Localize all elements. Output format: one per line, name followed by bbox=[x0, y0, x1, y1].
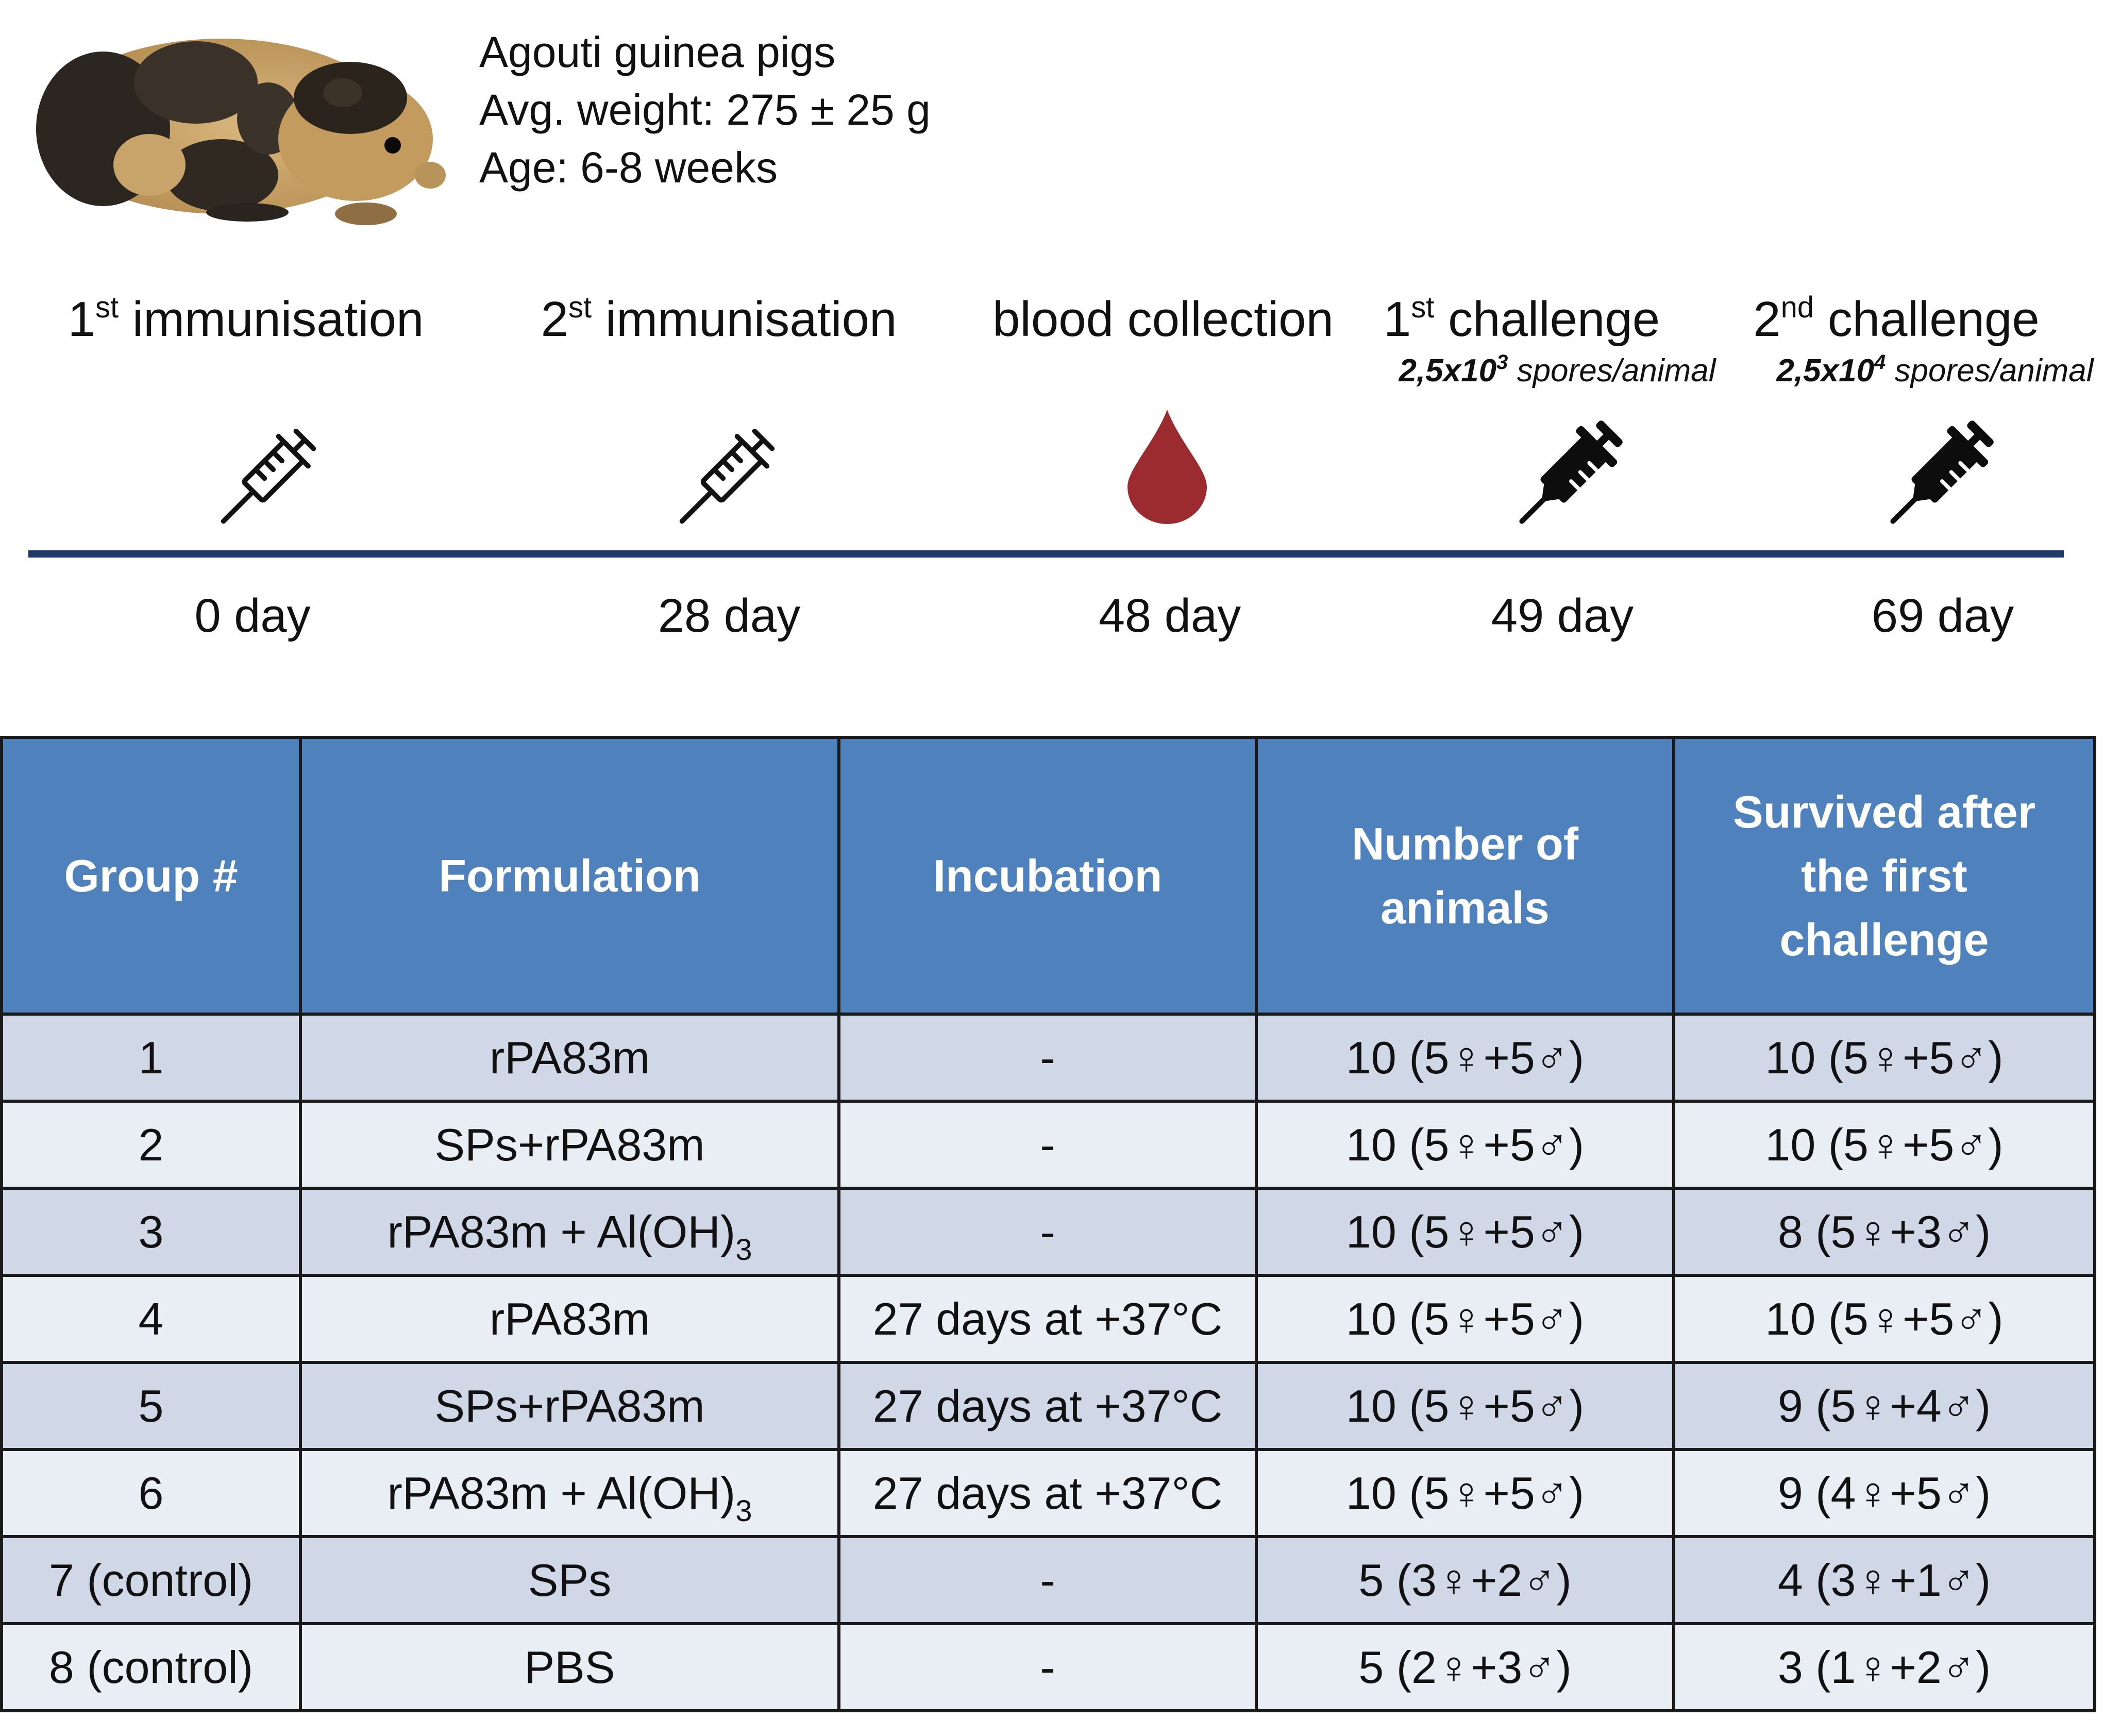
cell-incubation: - bbox=[837, 1535, 1258, 1625]
cell-incubation: 27 days at +37°C bbox=[837, 1448, 1258, 1538]
cell-formulation: SPs+rPA83m bbox=[299, 1100, 840, 1190]
table-header-row: Group # Formulation Incubation Number of… bbox=[0, 736, 2096, 1016]
syringe-outline-icon bbox=[221, 428, 316, 524]
event-day-69: 69 day bbox=[1871, 589, 2014, 642]
cell-group: 1 bbox=[0, 1013, 302, 1103]
cell-incubation: - bbox=[837, 1100, 1258, 1190]
header-incubation: Incubation bbox=[837, 736, 1258, 1016]
cell-number: 10 (5♀+5♂) bbox=[1255, 1187, 1675, 1277]
cell-survived: 10 (5♀+5♂) bbox=[1672, 1274, 2096, 1364]
guinea-pig-image bbox=[36, 39, 446, 225]
event-day-28: 28 day bbox=[658, 589, 801, 642]
timeline-axis bbox=[28, 550, 2064, 558]
cell-incubation: - bbox=[837, 1013, 1258, 1103]
cell-number: 10 (5♀+5♂) bbox=[1255, 1274, 1675, 1364]
cell-formulation: SPs bbox=[299, 1535, 840, 1625]
table-row: 5 SPs+rPA83m 27 days at +37°C 10 (5♀+5♂)… bbox=[0, 1361, 2096, 1451]
event-first-immunisation-label: 1st immunisation bbox=[68, 291, 424, 347]
table-row: 7 (control) SPs - 5 (3♀+2♂) 4 (3♀+1♂) bbox=[0, 1535, 2096, 1625]
event-second-challenge-label: 2nd challenge bbox=[1753, 291, 2040, 347]
cell-incubation: 27 days at +37°C bbox=[837, 1361, 1258, 1451]
cell-group: 5 bbox=[0, 1361, 302, 1451]
syringe-outline-icon bbox=[679, 428, 775, 524]
cell-incubation: 27 days at +37°C bbox=[837, 1274, 1258, 1364]
event-day-49: 49 day bbox=[1491, 589, 1634, 642]
cell-incubation: - bbox=[837, 1622, 1258, 1712]
table-row: 6 rPA83m + Al(OH)3 27 days at +37°C 10 (… bbox=[0, 1448, 2096, 1538]
cell-formulation: SPs+rPA83m bbox=[299, 1361, 840, 1451]
cell-group: 6 bbox=[0, 1448, 302, 1538]
table-row: 4 rPA83m 27 days at +37°C 10 (5♀+5♂) 10 … bbox=[0, 1274, 2096, 1364]
blood-drop-icon bbox=[1127, 410, 1207, 524]
cell-survived: 3 (1♀+2♂) bbox=[1672, 1622, 2096, 1712]
header-formulation: Formulation bbox=[299, 736, 840, 1016]
table-row: 3 rPA83m + Al(OH)3 - 10 (5♀+5♂) 8 (5♀+3♂… bbox=[0, 1187, 2096, 1277]
syringe-filled-icon bbox=[1890, 420, 1994, 524]
table-row: 1 rPA83m - 10 (5♀+5♂) 10 (5♀+5♂) bbox=[0, 1013, 2096, 1103]
cell-number: 10 (5♀+5♂) bbox=[1255, 1361, 1675, 1451]
animal-species: Agouti guinea pigs bbox=[479, 28, 836, 76]
event-blood-collection-label: blood collection bbox=[992, 292, 1334, 347]
event-day-48: 48 day bbox=[1098, 589, 1241, 642]
cell-number: 10 (5♀+5♂) bbox=[1255, 1013, 1675, 1103]
animal-weight: Avg. weight: 275 ± 25 g bbox=[479, 86, 931, 134]
cell-formulation: rPA83m bbox=[299, 1013, 840, 1103]
syringe-filled-icon bbox=[1519, 420, 1623, 524]
cell-group: 3 bbox=[0, 1187, 302, 1277]
animal-info: Agouti guinea pigs Avg. weight: 275 ± 25… bbox=[479, 23, 931, 196]
cell-survived: 10 (5♀+5♂) bbox=[1672, 1013, 2096, 1103]
cell-group: 7 (control) bbox=[0, 1535, 302, 1625]
event-second-immunisation-label: 2st immunisation bbox=[541, 291, 897, 347]
cell-group: 2 bbox=[0, 1100, 302, 1190]
cell-number: 10 (5♀+5♂) bbox=[1255, 1100, 1675, 1190]
cell-formulation: rPA83m + Al(OH)3 bbox=[299, 1187, 840, 1277]
header-group: Group # bbox=[0, 736, 302, 1016]
cell-group: 8 (control) bbox=[0, 1622, 302, 1712]
groups-table: Group # Formulation Incubation Number of… bbox=[0, 736, 2096, 1712]
cell-formulation: rPA83m bbox=[299, 1274, 840, 1364]
cell-survived: 9 (5♀+4♂) bbox=[1672, 1361, 2096, 1451]
animal-age: Age: 6-8 weeks bbox=[479, 143, 778, 192]
cell-group: 4 bbox=[0, 1274, 302, 1364]
event-first-challenge-dose: 2,5x103 spores/animal bbox=[1399, 351, 1716, 389]
event-day-0: 0 day bbox=[194, 589, 311, 642]
event-second-challenge-dose: 2,5x104 spores/animal bbox=[1776, 351, 2094, 389]
table-row: 8 (control) PBS - 5 (2♀+3♂) 3 (1♀+2♂) bbox=[0, 1622, 2096, 1712]
header-survived: Survived after the first challenge bbox=[1672, 736, 2096, 1016]
cell-survived: 4 (3♀+1♂) bbox=[1672, 1535, 2096, 1625]
event-first-challenge-label: 1st challenge bbox=[1383, 291, 1660, 347]
cell-survived: 8 (5♀+3♂) bbox=[1672, 1187, 2096, 1277]
cell-formulation: PBS bbox=[299, 1622, 840, 1712]
cell-number: 10 (5♀+5♂) bbox=[1255, 1448, 1675, 1538]
cell-survived: 10 (5♀+5♂) bbox=[1672, 1100, 2096, 1190]
cell-formulation: rPA83m + Al(OH)3 bbox=[299, 1448, 840, 1538]
cell-number: 5 (3♀+2♂) bbox=[1255, 1535, 1675, 1625]
header-number-of-animals: Number of animals bbox=[1255, 736, 1675, 1016]
cell-survived: 9 (4♀+5♂) bbox=[1672, 1448, 2096, 1538]
cell-incubation: - bbox=[837, 1187, 1258, 1277]
cell-number: 5 (2♀+3♂) bbox=[1255, 1622, 1675, 1712]
table-row: 2 SPs+rPA83m - 10 (5♀+5♂) 10 (5♀+5♂) bbox=[0, 1100, 2096, 1190]
